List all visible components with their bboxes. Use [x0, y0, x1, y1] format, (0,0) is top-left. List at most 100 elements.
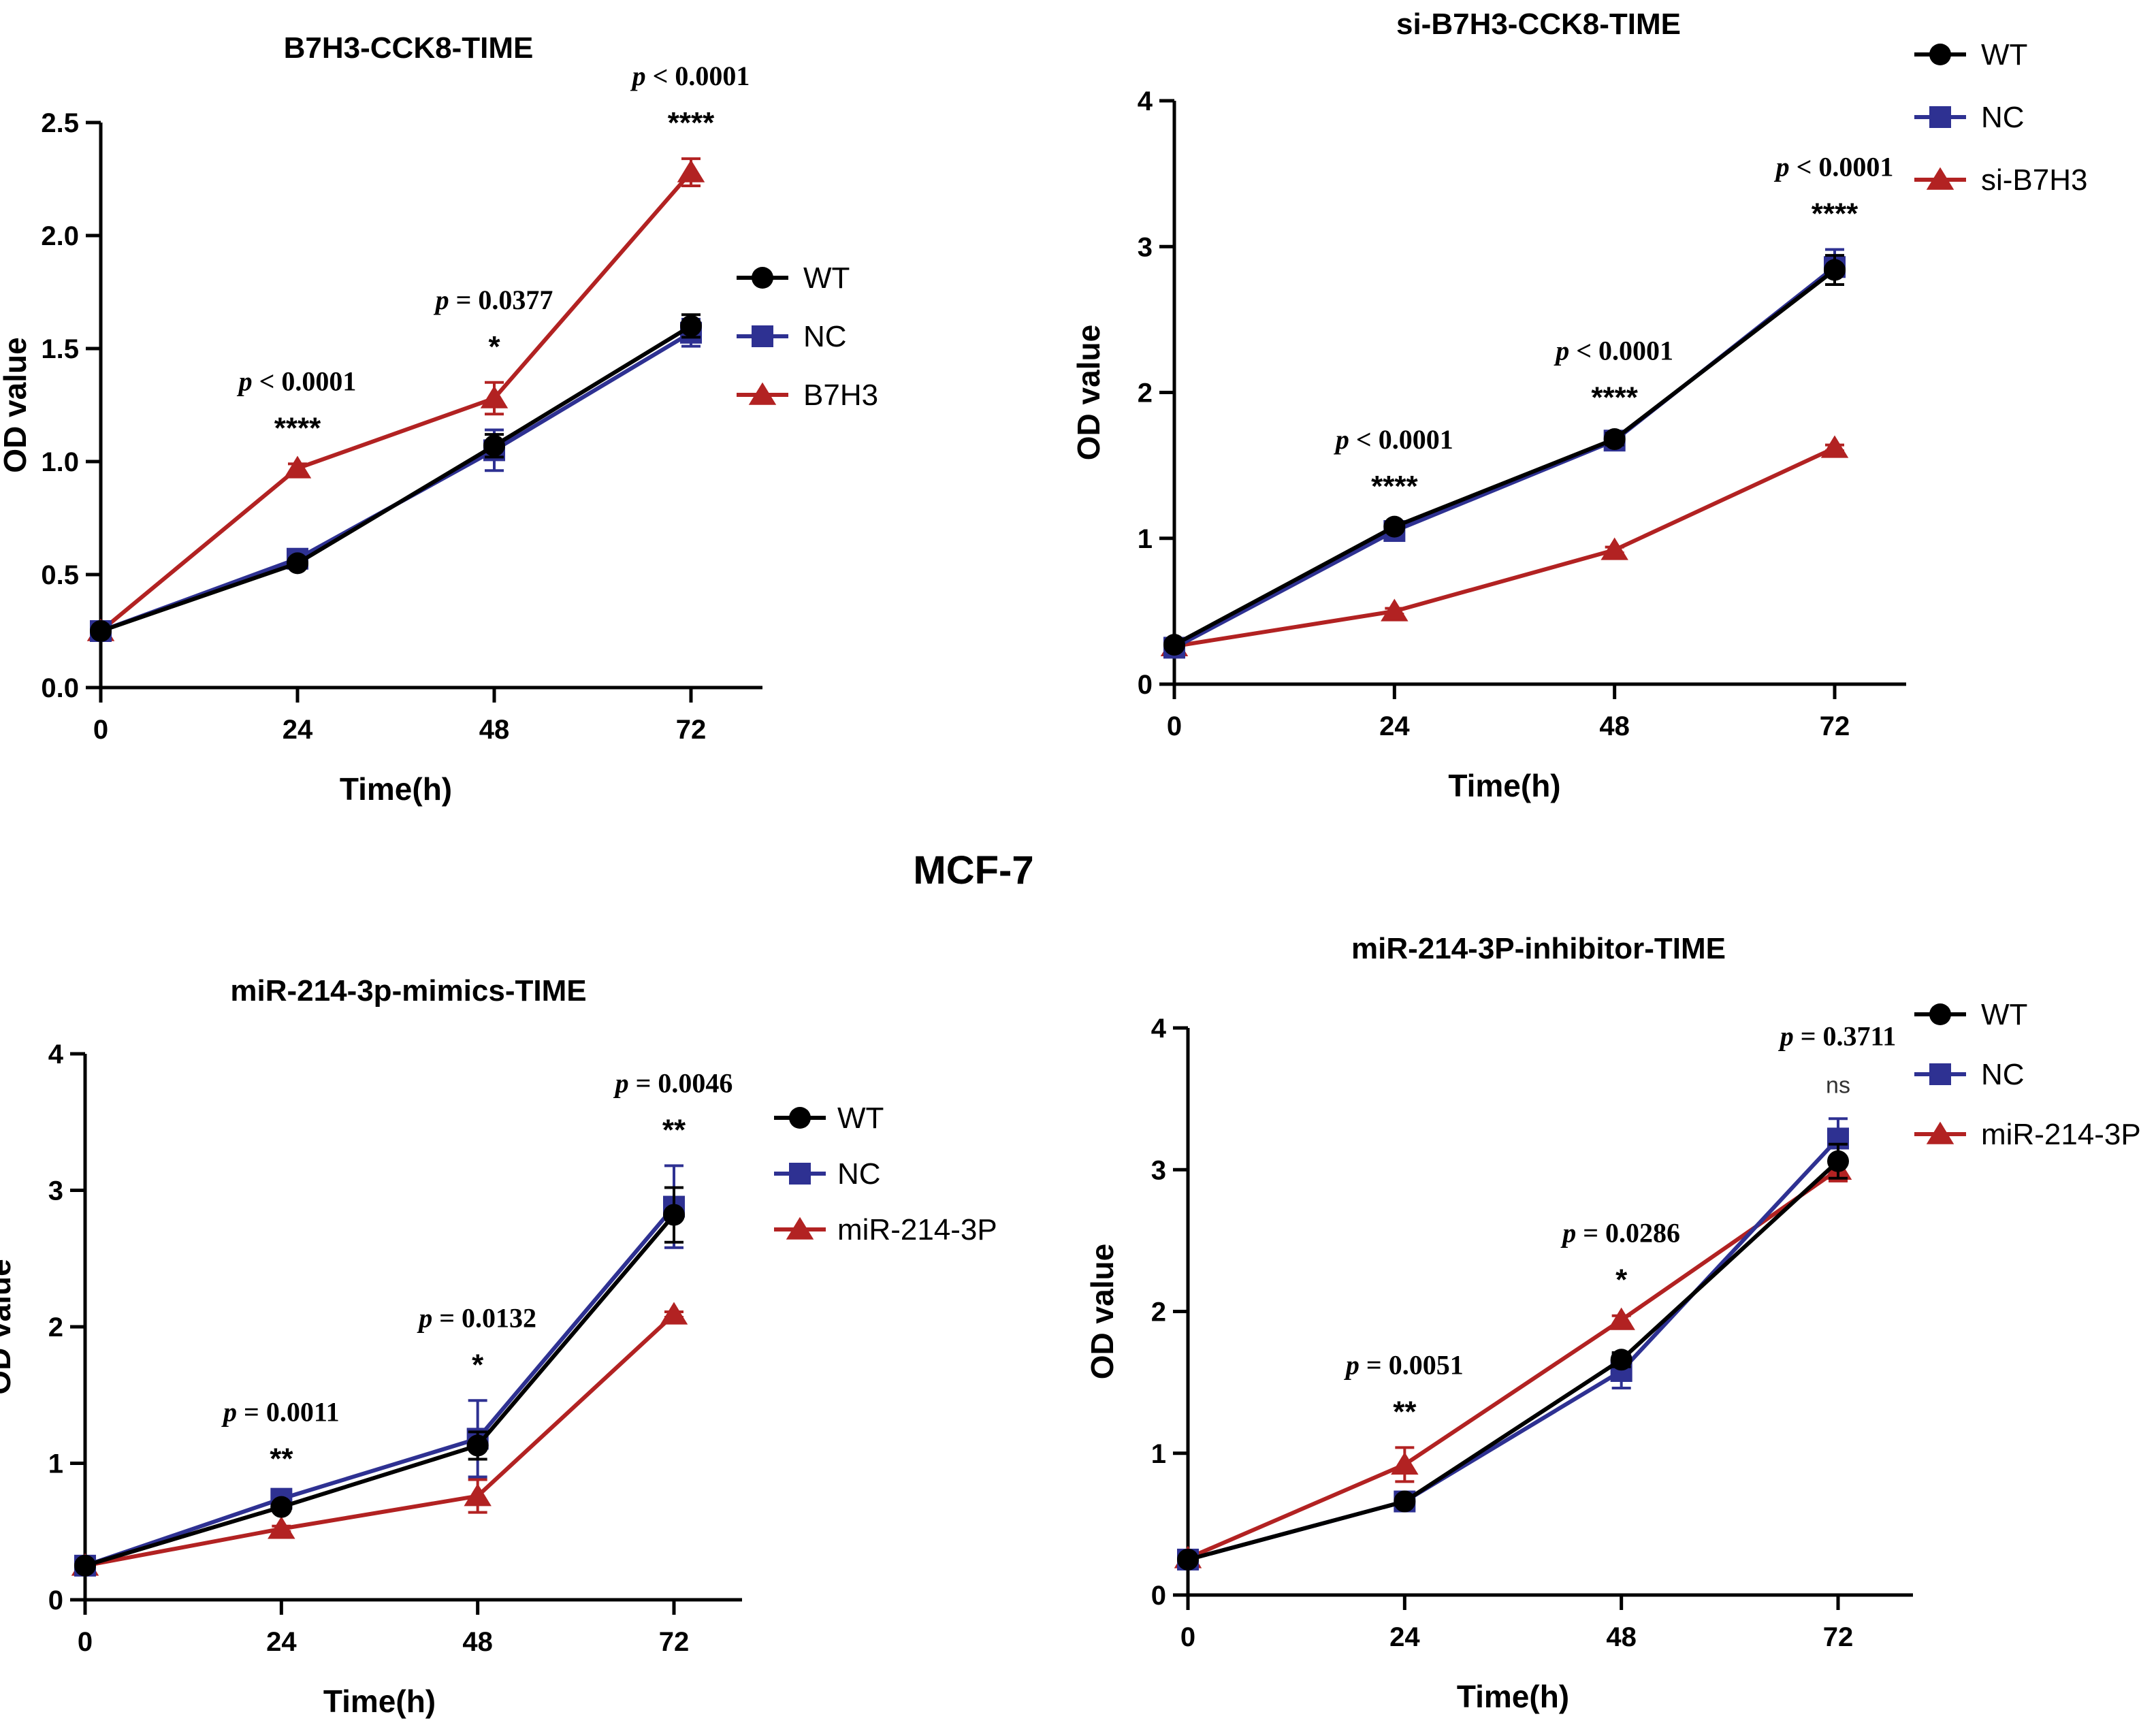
chart-4: miR-214-3P-inhibitor-TIME 0 1 2 3 4 0 24 48 72 Tim… [1084, 932, 2141, 1714]
data-point [283, 455, 312, 479]
x-tick-label: 72 [659, 1627, 690, 1657]
series-WT [1163, 254, 1846, 656]
legend-label: B7H3 [803, 379, 878, 412]
p-value-label: p < 0.0001 [630, 61, 750, 91]
data-point [1381, 598, 1409, 622]
chart-title: miR-214-3p-mimics-TIME [230, 974, 586, 1008]
x-tick-label: 24 [266, 1627, 297, 1657]
legend-label: NC [803, 320, 847, 353]
series-miR-214-3P [1174, 1157, 1852, 1568]
series-line [84, 1205, 676, 1568]
y-axis-label: OD value [1071, 325, 1106, 460]
p-value-label: p = 0.3711 [1778, 1020, 1897, 1051]
data-point [268, 1516, 295, 1539]
data-point [680, 315, 702, 337]
x-tick-label: 72 [676, 715, 707, 745]
series-line [84, 1313, 676, 1568]
y-tick-label: 1 [1138, 524, 1153, 554]
legend-marker [752, 267, 773, 289]
data-point [1600, 537, 1628, 560]
y-tick-label: 1.5 [41, 334, 79, 364]
legend-label: WT [1981, 38, 2027, 71]
x-tick-label: 48 [462, 1627, 493, 1657]
data-point [1827, 1150, 1849, 1172]
series-line [1187, 1137, 1840, 1562]
significance-stars: **** [1371, 470, 1418, 503]
data-point [660, 1302, 688, 1325]
y-tick-label: 4 [1151, 1014, 1167, 1044]
legend-marker [748, 382, 777, 405]
data-point [483, 434, 505, 457]
x-axis-label: Time(h) [323, 1684, 436, 1719]
chart-title: miR-214-3P-inhibitor-TIME [1351, 932, 1726, 965]
significance-stars: * [488, 330, 500, 364]
legend-marker [752, 325, 773, 347]
chart-title: si-B7H3-CCK8-TIME [1396, 7, 1681, 41]
chart-3: miR-214-3p-mimics-TIME 0 1 2 3 4 0 24 48 72 Time(h… [0, 974, 997, 1719]
data-point [466, 1434, 489, 1457]
x-axis-label: Time(h) [340, 771, 452, 807]
y-tick-label: 2 [1151, 1298, 1166, 1327]
y-tick-label: 2 [1138, 379, 1153, 408]
series-NC [1177, 1117, 1849, 1571]
y-tick-label: 2.0 [41, 221, 79, 251]
series-line [84, 1213, 676, 1568]
x-tick-label: 0 [78, 1627, 93, 1657]
legend-marker [789, 1163, 811, 1185]
y-tick-label: 2.5 [41, 108, 79, 138]
y-tick-label: 1.0 [41, 447, 79, 477]
p-value-label: p < 0.0001 [237, 366, 357, 396]
series-line [1174, 446, 1836, 649]
p-value-label: p = 0.0132 [417, 1302, 536, 1333]
significance-stars: ** [662, 1113, 686, 1146]
series-WT [74, 1186, 685, 1577]
p-value-label: p < 0.0001 [1774, 152, 1894, 182]
legend-label: miR-214-3P [1981, 1118, 2141, 1151]
y-tick-label: 1 [48, 1449, 63, 1479]
legend-marker [1926, 167, 1954, 190]
chart-1: B7H3-CCK8-TIME 0.0 0.5 1.0 1.5 2.0 2.5 0 24 48 72 T… [0, 31, 878, 807]
significance-stars: ns [1826, 1072, 1850, 1098]
y-tick-label: 0 [48, 1585, 63, 1615]
data-point [1391, 1452, 1419, 1475]
data-point [270, 1496, 293, 1518]
significance-stars: ** [1393, 1395, 1417, 1428]
chart-title: B7H3-CCK8-TIME [284, 31, 534, 65]
x-tick-label: 24 [283, 715, 313, 745]
data-point [74, 1554, 96, 1577]
series-line [1187, 1159, 1840, 1562]
p-value-label: p < 0.0001 [1334, 424, 1453, 455]
significance-stars: **** [274, 411, 321, 445]
significance-stars: **** [1591, 381, 1638, 414]
legend-marker [786, 1217, 814, 1240]
series-miR-214-3P [71, 1302, 688, 1576]
series-line [1187, 1168, 1839, 1560]
significance-stars: **** [668, 106, 715, 140]
y-tick-label: 0 [1138, 670, 1153, 700]
series-si-B7H3 [1160, 435, 1849, 657]
legend-label: WT [837, 1101, 884, 1135]
figure-title: MCF-7 [913, 848, 1033, 892]
legend-label: WT [1981, 998, 2027, 1031]
y-axis-label: OD value [1084, 1244, 1120, 1379]
p-value-label: p = 0.0377 [434, 285, 553, 315]
data-point [464, 1483, 492, 1507]
p-value-label: p = 0.0011 [221, 1397, 340, 1428]
y-tick-label: 4 [48, 1040, 64, 1069]
p-value-label: p = 0.0286 [1560, 1218, 1680, 1249]
legend-marker [1929, 1003, 1951, 1025]
legend-label: NC [1981, 101, 2025, 134]
data-point [1177, 1548, 1199, 1571]
p-value-label: p < 0.0001 [1554, 335, 1673, 366]
series-line [100, 324, 692, 633]
significance-stars: * [1615, 1263, 1628, 1297]
y-tick-label: 3 [48, 1176, 63, 1206]
x-axis-label: Time(h) [1448, 768, 1560, 803]
data-point [677, 159, 705, 182]
series-WT [1177, 1142, 1849, 1571]
legend-marker [1926, 1121, 1954, 1144]
data-point [1607, 1307, 1635, 1330]
x-tick-label: 48 [1599, 711, 1630, 741]
chart-2: si-B7H3-CCK8-TIME 0 1 2 3 4 0 24 48 72 Time(h) OD v… [1071, 7, 2088, 803]
